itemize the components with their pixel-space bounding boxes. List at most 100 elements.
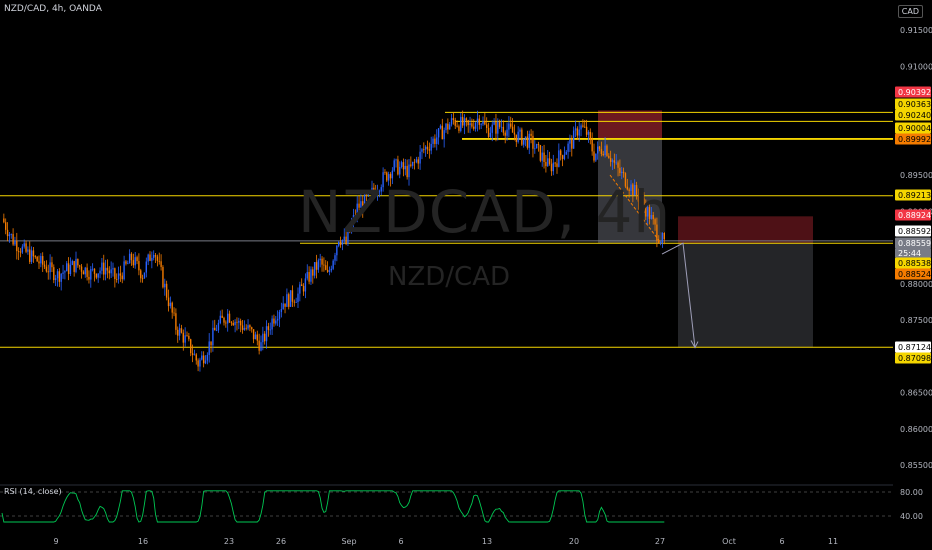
x-tick-label: 16 [138, 537, 148, 546]
rsi-label[interactable]: RSI (14, close) [4, 487, 62, 496]
candle-body [571, 139, 573, 149]
candle-body [428, 149, 431, 151]
candle-body [38, 261, 40, 264]
candle-body [408, 164, 410, 178]
candle-body [260, 342, 262, 351]
candle-body [524, 136, 527, 139]
candle-body [58, 271, 61, 282]
candle-body [458, 126, 460, 131]
candle-body [432, 138, 434, 144]
candle-body [121, 275, 123, 280]
candle-body [659, 242, 662, 244]
candle-body [343, 236, 345, 241]
candle-body [317, 260, 320, 270]
candle-body [25, 243, 27, 252]
candle-body [134, 257, 136, 266]
candle-body [471, 123, 473, 127]
candle-body [212, 327, 214, 346]
candle-body [604, 145, 606, 156]
candle-body [245, 327, 247, 329]
candle-body [645, 206, 647, 217]
watermark-pair: NZD/CAD [388, 262, 511, 292]
candle-body [608, 155, 610, 159]
candle-body [184, 335, 186, 343]
candle-body [517, 131, 519, 142]
price-tag-label: 0.88538 [898, 259, 931, 268]
candle-body [380, 187, 382, 192]
candle-body [275, 320, 277, 324]
candle-body [511, 126, 514, 133]
projection-arrow [690, 340, 699, 349]
currency-badge[interactable]: CAD [897, 5, 923, 18]
candle-body [578, 129, 580, 136]
candle-body [434, 138, 436, 144]
symbol-title[interactable]: NZD/CAD, 4h, OANDA [4, 4, 102, 14]
candle-body [123, 261, 125, 280]
candle-body [341, 240, 344, 245]
candle-body [628, 189, 630, 191]
candle-body [580, 125, 582, 130]
candle-body [143, 272, 146, 279]
candle-body [338, 241, 340, 246]
candle-body [156, 256, 159, 261]
candle-body [101, 262, 103, 271]
candle-body [576, 128, 579, 136]
candle-body [528, 133, 530, 148]
candle-body [66, 263, 68, 272]
candle-body [301, 284, 303, 286]
candle-body [510, 123, 512, 127]
candle-body [103, 262, 105, 275]
candle-body [382, 172, 384, 188]
candle-body [543, 152, 545, 162]
candle-body [202, 355, 205, 364]
candle-body [127, 263, 129, 265]
candle-body [391, 170, 394, 179]
candle-body [613, 160, 616, 163]
candle-body [415, 159, 418, 162]
candle-body [182, 332, 184, 343]
candle-body [171, 302, 173, 313]
candle-body [140, 270, 142, 279]
candle-body [173, 312, 175, 314]
candle-body [463, 118, 466, 126]
candle-body [345, 236, 347, 244]
candle-body [565, 151, 567, 155]
candle-body [587, 131, 590, 135]
y-tick-label: 0.87500 [900, 316, 932, 325]
candle-body [136, 257, 138, 262]
candle-body [110, 269, 112, 274]
candle-body [624, 173, 627, 187]
candle-body [304, 278, 307, 292]
candle-body [17, 251, 20, 252]
y-tick-label: 0.86500 [900, 389, 932, 398]
candle-body [635, 185, 638, 195]
candle-body [632, 184, 634, 196]
candle-body [591, 139, 593, 152]
candle-body [312, 269, 314, 276]
price-tag-label: 0.90392 [898, 88, 931, 97]
candle-body [313, 262, 316, 276]
candle-body [484, 121, 486, 125]
candle-body [254, 334, 257, 340]
candle-body [606, 145, 608, 156]
candle-body [550, 163, 553, 172]
candle-body [258, 340, 260, 351]
candle-body [539, 145, 542, 161]
candle-body [545, 161, 547, 167]
price-tag-label: 0.87098 [898, 354, 931, 363]
candle-body [73, 261, 75, 272]
candle-body [308, 272, 310, 282]
candle-body [117, 273, 120, 280]
candle-body [572, 130, 575, 149]
candle-body [43, 264, 46, 267]
candle-body [164, 283, 166, 288]
candle-body [71, 261, 73, 265]
candle-body [288, 294, 290, 307]
price-tag [895, 86, 931, 98]
candle-body [328, 270, 331, 272]
candle-body [227, 313, 229, 324]
x-tick-label: 23 [224, 537, 234, 546]
candle-body [358, 203, 360, 208]
